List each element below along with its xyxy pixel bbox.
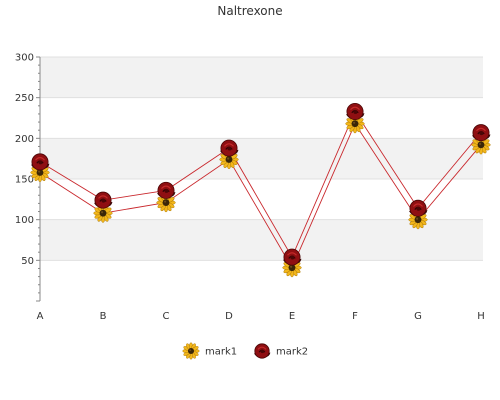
- data-point-mark2: [31, 153, 50, 171]
- x-tick-label: D: [225, 311, 233, 322]
- sunflower-icon: [182, 342, 200, 360]
- grid-bands: [40, 57, 483, 301]
- legend-item-mark2: mark2: [254, 343, 308, 359]
- data-point-mark2: [157, 181, 176, 199]
- data-point-mark1: [156, 192, 176, 213]
- rose-icon: [254, 343, 271, 359]
- y-tick-label: 200: [15, 134, 34, 145]
- data-point-mark2: [409, 199, 428, 217]
- grid-band: [40, 138, 483, 179]
- legend: mark1 mark2: [182, 342, 308, 360]
- x-tick-label: F: [352, 311, 358, 322]
- grid-band: [40, 57, 483, 98]
- legend-label: mark1: [205, 347, 237, 358]
- chart-title: Naltrexone: [217, 4, 283, 18]
- x-tick-label: G: [414, 311, 422, 322]
- series-lines: [39, 110, 482, 269]
- x-tick-label: B: [100, 311, 107, 322]
- y-tick-label: 300: [15, 53, 34, 64]
- data-point-mark2: [472, 124, 491, 142]
- x-tick-label: H: [477, 311, 485, 322]
- series-markers: [30, 102, 491, 278]
- series-line-mark2: [39, 110, 482, 259]
- x-tick-label: E: [289, 311, 295, 322]
- y-tick-label: 150: [15, 175, 34, 186]
- data-point-mark2: [94, 191, 113, 209]
- grid-band: [40, 219, 483, 261]
- y-tick-label: 100: [15, 215, 34, 226]
- y-tick-label: 50: [21, 256, 34, 267]
- data-point-mark2: [220, 139, 239, 157]
- series-line-mark1: [39, 122, 482, 269]
- x-tick-label: A: [37, 311, 44, 322]
- grid-band: [40, 179, 483, 220]
- grid-band: [40, 260, 483, 301]
- legend-item-mark1: mark1: [182, 342, 237, 360]
- grid-band: [40, 97, 483, 139]
- data-point-mark2: [283, 248, 302, 266]
- legend-label: mark2: [276, 347, 308, 358]
- y-tick-label: 250: [15, 93, 34, 104]
- x-tick-label: C: [163, 311, 170, 322]
- data-point-mark1: [471, 135, 491, 155]
- data-point-mark2: [346, 102, 365, 120]
